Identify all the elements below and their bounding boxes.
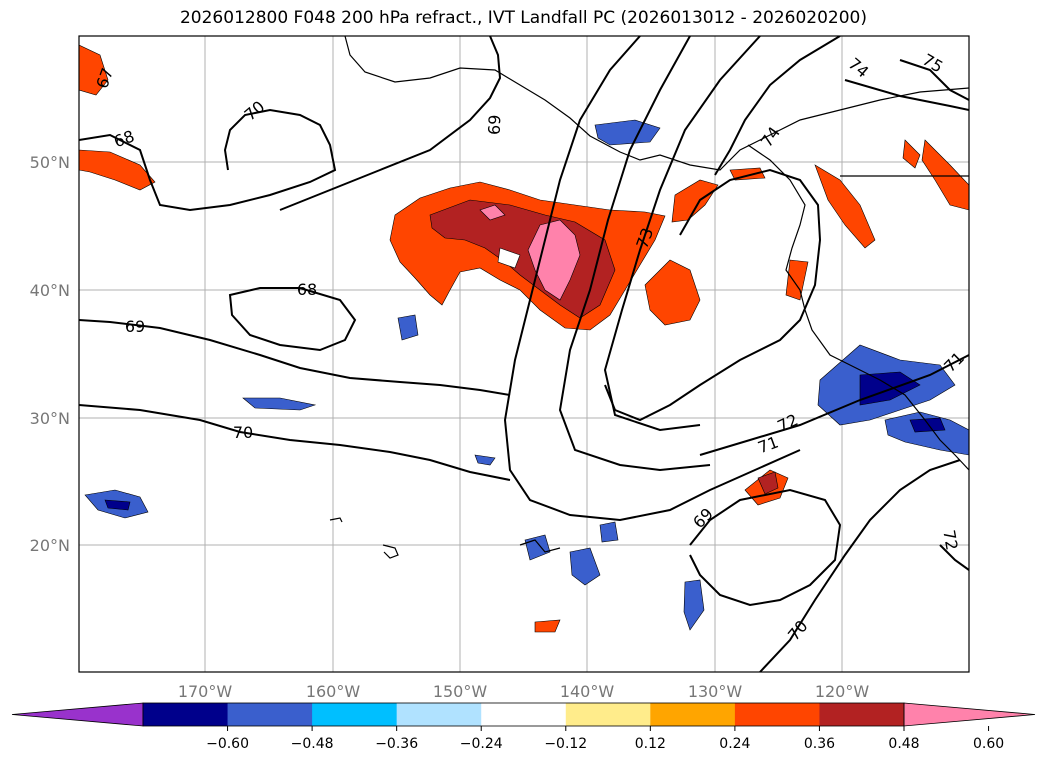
lon-label: 120°W	[815, 682, 870, 701]
lat-label: 40°N	[30, 281, 70, 300]
colorbar-tick-label: −0.36	[375, 736, 418, 752]
contour-label: 69	[125, 317, 145, 336]
lat-label: 50°N	[30, 153, 70, 172]
colorbar-segment	[481, 703, 567, 726]
colorbar-tick-label: 0.12	[635, 736, 666, 752]
shaded-field	[79, 44, 969, 633]
colorbar: −0.60 −0.48 −0.36 −0.24 −0.12 0.12 0.24 0.36 0.4…	[11, 702, 1036, 752]
colorbar-tick-label: −0.48	[291, 736, 334, 752]
colorbar-segment	[312, 703, 398, 726]
plot-area	[79, 36, 969, 672]
lon-label: 130°W	[688, 682, 743, 701]
colorbar-tick-label: 0.48	[888, 736, 919, 752]
lon-label: 170°W	[178, 682, 233, 701]
contour-label: 70	[233, 423, 253, 442]
colorbar-segment	[650, 703, 736, 726]
colorbar-tick-label: −0.60	[206, 736, 249, 752]
contour-label: 69	[485, 114, 505, 135]
contour-label: 72	[939, 528, 961, 551]
colorbar-tick-label: −0.12	[544, 736, 587, 752]
colorbar-segment	[565, 703, 651, 726]
colorbar-extend-high	[903, 702, 1036, 727]
colorbar-tick-label: 0.60	[973, 736, 1004, 752]
contours	[79, 36, 969, 672]
contour-label: 68	[297, 280, 317, 299]
longitude-labels: 170°W 160°W 150°W 140°W 130°W 120°W	[178, 682, 870, 701]
colorbar-segment	[143, 703, 229, 726]
map-title: 2026012800 F048 200 hPa refract., IVT La…	[179, 8, 867, 28]
colorbar-tick-label: 0.24	[719, 736, 750, 752]
colorbar-segment	[819, 703, 905, 726]
colorbar-tick-label: −0.24	[460, 736, 503, 752]
colorbar-segment	[227, 703, 313, 726]
plot-frame	[78, 35, 970, 673]
lat-label: 30°N	[30, 409, 70, 428]
colorbar-segment	[396, 703, 482, 726]
lon-label: 160°W	[306, 682, 361, 701]
lat-label: 20°N	[30, 536, 70, 555]
lon-label: 150°W	[433, 682, 488, 701]
colorbar-tick-label: 0.36	[804, 736, 835, 752]
lon-label: 140°W	[560, 682, 615, 701]
coastlines	[329, 36, 969, 559]
colorbar-segment	[734, 703, 820, 726]
latitude-labels: 50°N 40°N 30°N 20°N	[30, 153, 70, 555]
colorbar-outline	[142, 702, 905, 727]
colorbar-extend-low	[11, 702, 144, 727]
